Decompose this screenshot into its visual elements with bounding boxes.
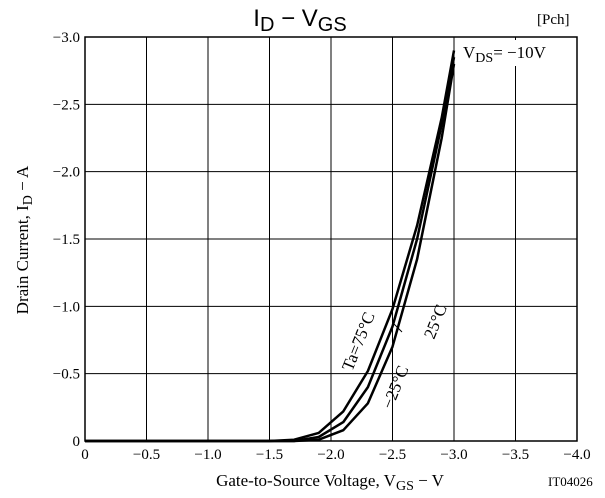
title-sub: GS xyxy=(318,14,347,36)
annotation-part: DS xyxy=(475,51,493,66)
series-label: Ta=75°C xyxy=(338,309,379,373)
label-part: Drain Current, I xyxy=(13,205,32,314)
label-part: Gate-to-Source Voltage, V xyxy=(216,471,397,490)
y-tick-label: −0.5 xyxy=(53,367,80,383)
annotation-part: = −10V xyxy=(493,43,546,62)
title-part: − V xyxy=(274,5,317,32)
chart-title: ID − VGS xyxy=(253,5,346,36)
series-line xyxy=(85,63,456,443)
x-tick-label: −3.0 xyxy=(440,447,467,463)
annotation-bg xyxy=(460,40,574,66)
label-arrow xyxy=(392,322,403,333)
label-part: − V xyxy=(414,471,445,490)
x-tick-label: −0.5 xyxy=(133,447,160,463)
tag: [Pch] xyxy=(537,12,570,28)
y-tick-label: −2.0 xyxy=(53,165,80,181)
y-tick-label: 0 xyxy=(73,434,81,450)
x-tick-label: −4.0 xyxy=(563,447,590,463)
x-tick-label: −2.0 xyxy=(317,447,344,463)
x-tick-label: −2.5 xyxy=(379,447,406,463)
annotation: VDS= −10V xyxy=(463,43,547,66)
x-tick-label: −1.5 xyxy=(256,447,283,463)
x-tick-label: −1.0 xyxy=(194,447,221,463)
label-sub: GS xyxy=(396,479,414,494)
figure-id: IT04026 xyxy=(548,474,593,489)
y-tick-label: −3.0 xyxy=(53,30,80,46)
label-sub: D xyxy=(21,195,36,205)
y-tick-label: −1.0 xyxy=(53,299,80,315)
x-tick-label: 0 xyxy=(81,447,89,463)
series-label: 25°C xyxy=(420,302,451,342)
annotation-part: V xyxy=(463,43,476,62)
title-sub: D xyxy=(260,14,274,36)
y-tick-label: −2.5 xyxy=(53,97,80,113)
y-axis-label: Drain Current, ID − A xyxy=(13,165,36,314)
x-axis-label: Gate-to-Source Voltage, VGS − V xyxy=(216,471,445,494)
label-part: − A xyxy=(13,165,32,195)
plot-frame xyxy=(84,36,578,442)
title-part: I xyxy=(253,5,260,32)
x-tick-label: −3.5 xyxy=(502,447,529,463)
y-tick-label: −1.5 xyxy=(53,232,80,248)
